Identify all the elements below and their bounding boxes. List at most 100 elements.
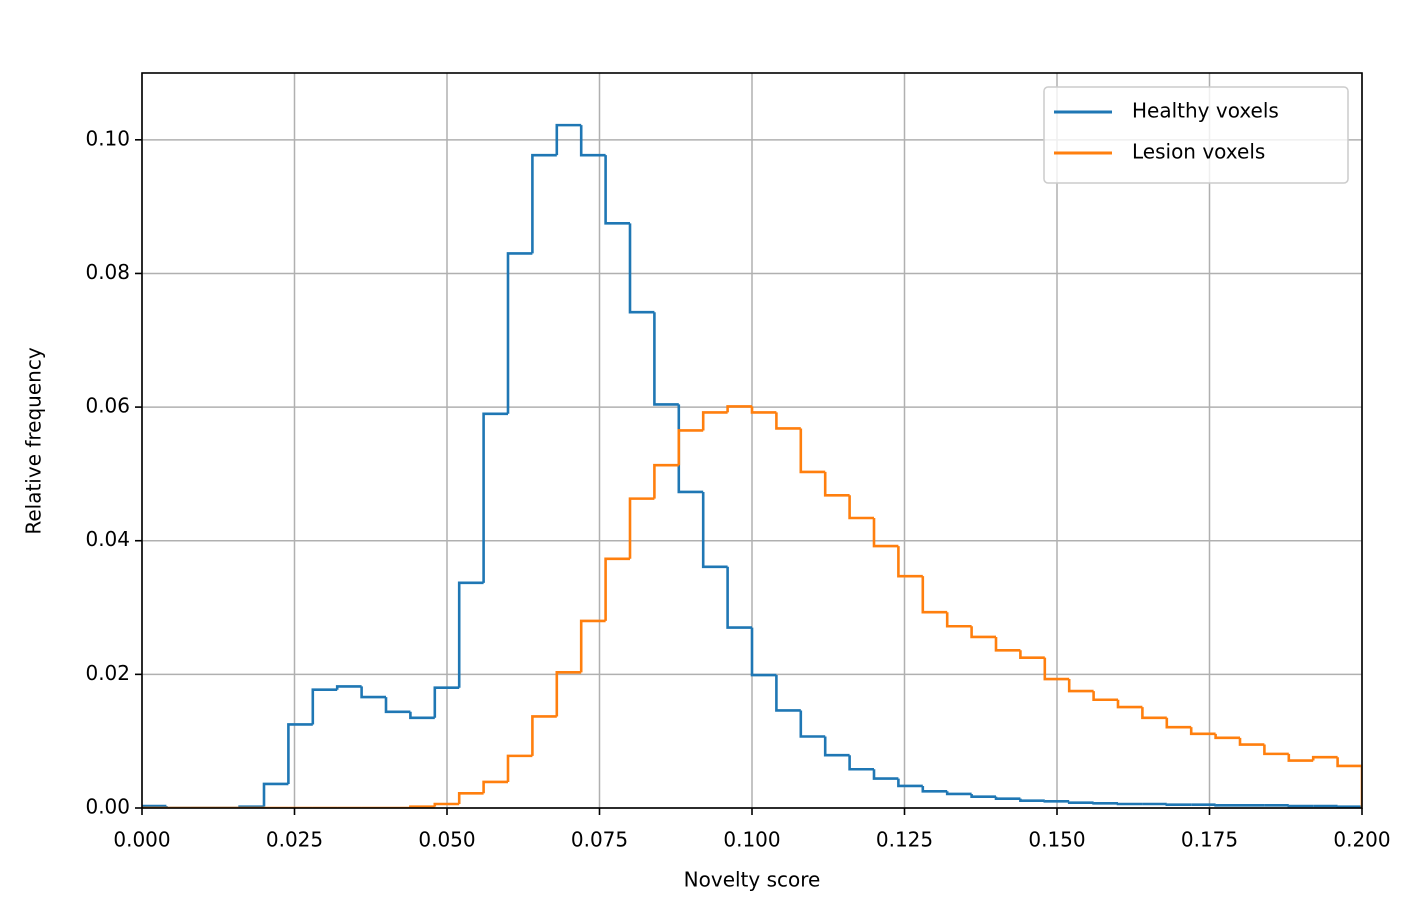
histogram-step — [384, 697, 411, 714]
histogram-step — [1043, 657, 1070, 681]
histogram-step — [482, 780, 508, 794]
histogram-step — [945, 791, 972, 796]
histogram-step — [1189, 727, 1216, 736]
histogram-step — [1287, 753, 1314, 762]
histogram-step — [1336, 757, 1362, 768]
histogram-step — [287, 723, 313, 784]
histogram-step — [335, 685, 362, 690]
histogram-step — [897, 546, 923, 578]
histogram-step — [579, 125, 606, 157]
histogram-step — [921, 576, 948, 614]
histogram-step — [750, 406, 777, 414]
histogram-step — [1019, 798, 1045, 802]
x-tick-label: 0.175 — [1181, 828, 1238, 852]
y-tick-label: 0.00 — [85, 795, 130, 819]
y-axis-label: Relative frequency — [22, 347, 46, 534]
histogram-step — [726, 566, 752, 629]
histogram-step — [1092, 802, 1118, 805]
histogram-step — [433, 802, 460, 807]
ticks: 0.000 0.025 0.050 0.075 0.100 0.125 0.150 0.175… — [85, 126, 1390, 851]
y-tick-label: 0.06 — [85, 394, 130, 418]
histogram-step — [945, 612, 972, 628]
histogram-step — [799, 428, 826, 474]
histogram-step — [1214, 804, 1240, 807]
histogram-step — [262, 782, 289, 807]
histogram-step — [628, 223, 655, 314]
x-tick-label: 0.000 — [113, 828, 170, 852]
histogram-step — [970, 793, 996, 798]
histogram-step — [897, 778, 923, 788]
histogram-step — [1214, 733, 1240, 740]
histogram-step — [1092, 691, 1118, 702]
histogram-step — [848, 495, 874, 520]
histogram-step — [677, 429, 704, 466]
x-tick-label: 0.150 — [1028, 828, 1085, 852]
x-tick-label: 0.075 — [571, 828, 628, 852]
x-tick-label: 0.100 — [723, 828, 780, 852]
histogram-step — [579, 619, 606, 673]
histogram-step — [775, 675, 801, 712]
histogram-step — [750, 627, 777, 677]
histogram-step — [531, 715, 557, 756]
histogram-step — [531, 153, 557, 254]
legend-label: Lesion voxels — [1132, 140, 1265, 164]
histogram-step — [1116, 802, 1143, 806]
histogram-step — [311, 688, 338, 725]
x-tick-label: 0.200 — [1333, 828, 1390, 852]
histogram-step — [1067, 801, 1094, 804]
y-tick-label: 0.10 — [85, 126, 130, 150]
histogram-step — [1141, 707, 1167, 720]
histogram-step — [994, 636, 1021, 652]
histogram-step — [799, 710, 826, 738]
histogram-step — [165, 805, 191, 808]
histogram-step — [653, 463, 679, 499]
histogram-step — [970, 626, 996, 639]
histogram-step — [653, 312, 679, 406]
x-axis-label: Novelty score — [684, 868, 821, 892]
histogram-step — [142, 804, 167, 808]
histogram-step — [823, 736, 850, 757]
x-tick-label: 0.050 — [418, 828, 475, 852]
histogram-step — [1311, 755, 1338, 761]
histogram-step — [872, 769, 899, 780]
histogram-step — [628, 497, 655, 559]
histogram-step — [848, 755, 874, 771]
histogram-step — [701, 411, 728, 431]
histogram-step — [1287, 804, 1314, 808]
histogram-step — [1238, 737, 1265, 746]
y-tick-label: 0.08 — [85, 260, 130, 284]
legend: Healthy voxels Lesion voxels — [1043, 86, 1349, 184]
histogram-step — [506, 754, 533, 782]
histogram-step — [1165, 803, 1192, 806]
histogram-step — [1019, 650, 1045, 659]
histogram-step — [701, 491, 728, 569]
histogram-step — [409, 711, 435, 720]
histogram-step — [482, 412, 508, 583]
histogram-step — [457, 581, 484, 688]
histogram-step — [506, 252, 533, 414]
y-tick-label: 0.02 — [85, 661, 130, 685]
x-tick-label: 0.125 — [876, 828, 933, 852]
histogram-step — [360, 686, 386, 699]
series — [142, 405, 1362, 808]
histogram-step — [775, 412, 801, 430]
histogram-step — [555, 671, 582, 717]
histogram-step — [604, 557, 630, 621]
histogram-step — [1116, 699, 1143, 709]
histogram-step — [457, 792, 484, 804]
plot-area — [142, 123, 1362, 808]
histogram-step — [433, 686, 460, 718]
histogram-step — [823, 471, 850, 497]
histogram-step — [1336, 805, 1362, 808]
histogram-step — [555, 123, 582, 156]
histogram-step — [994, 796, 1021, 800]
series — [142, 123, 1362, 808]
legend-label: Healthy voxels — [1132, 99, 1279, 123]
histogram-step — [1043, 800, 1070, 803]
y-tick-label: 0.04 — [85, 527, 130, 551]
histogram-step — [1165, 717, 1192, 729]
histogram-step — [1067, 679, 1094, 693]
histogram-step — [1263, 744, 1289, 756]
legend-box — [1043, 86, 1349, 184]
histogram-step — [726, 405, 752, 413]
